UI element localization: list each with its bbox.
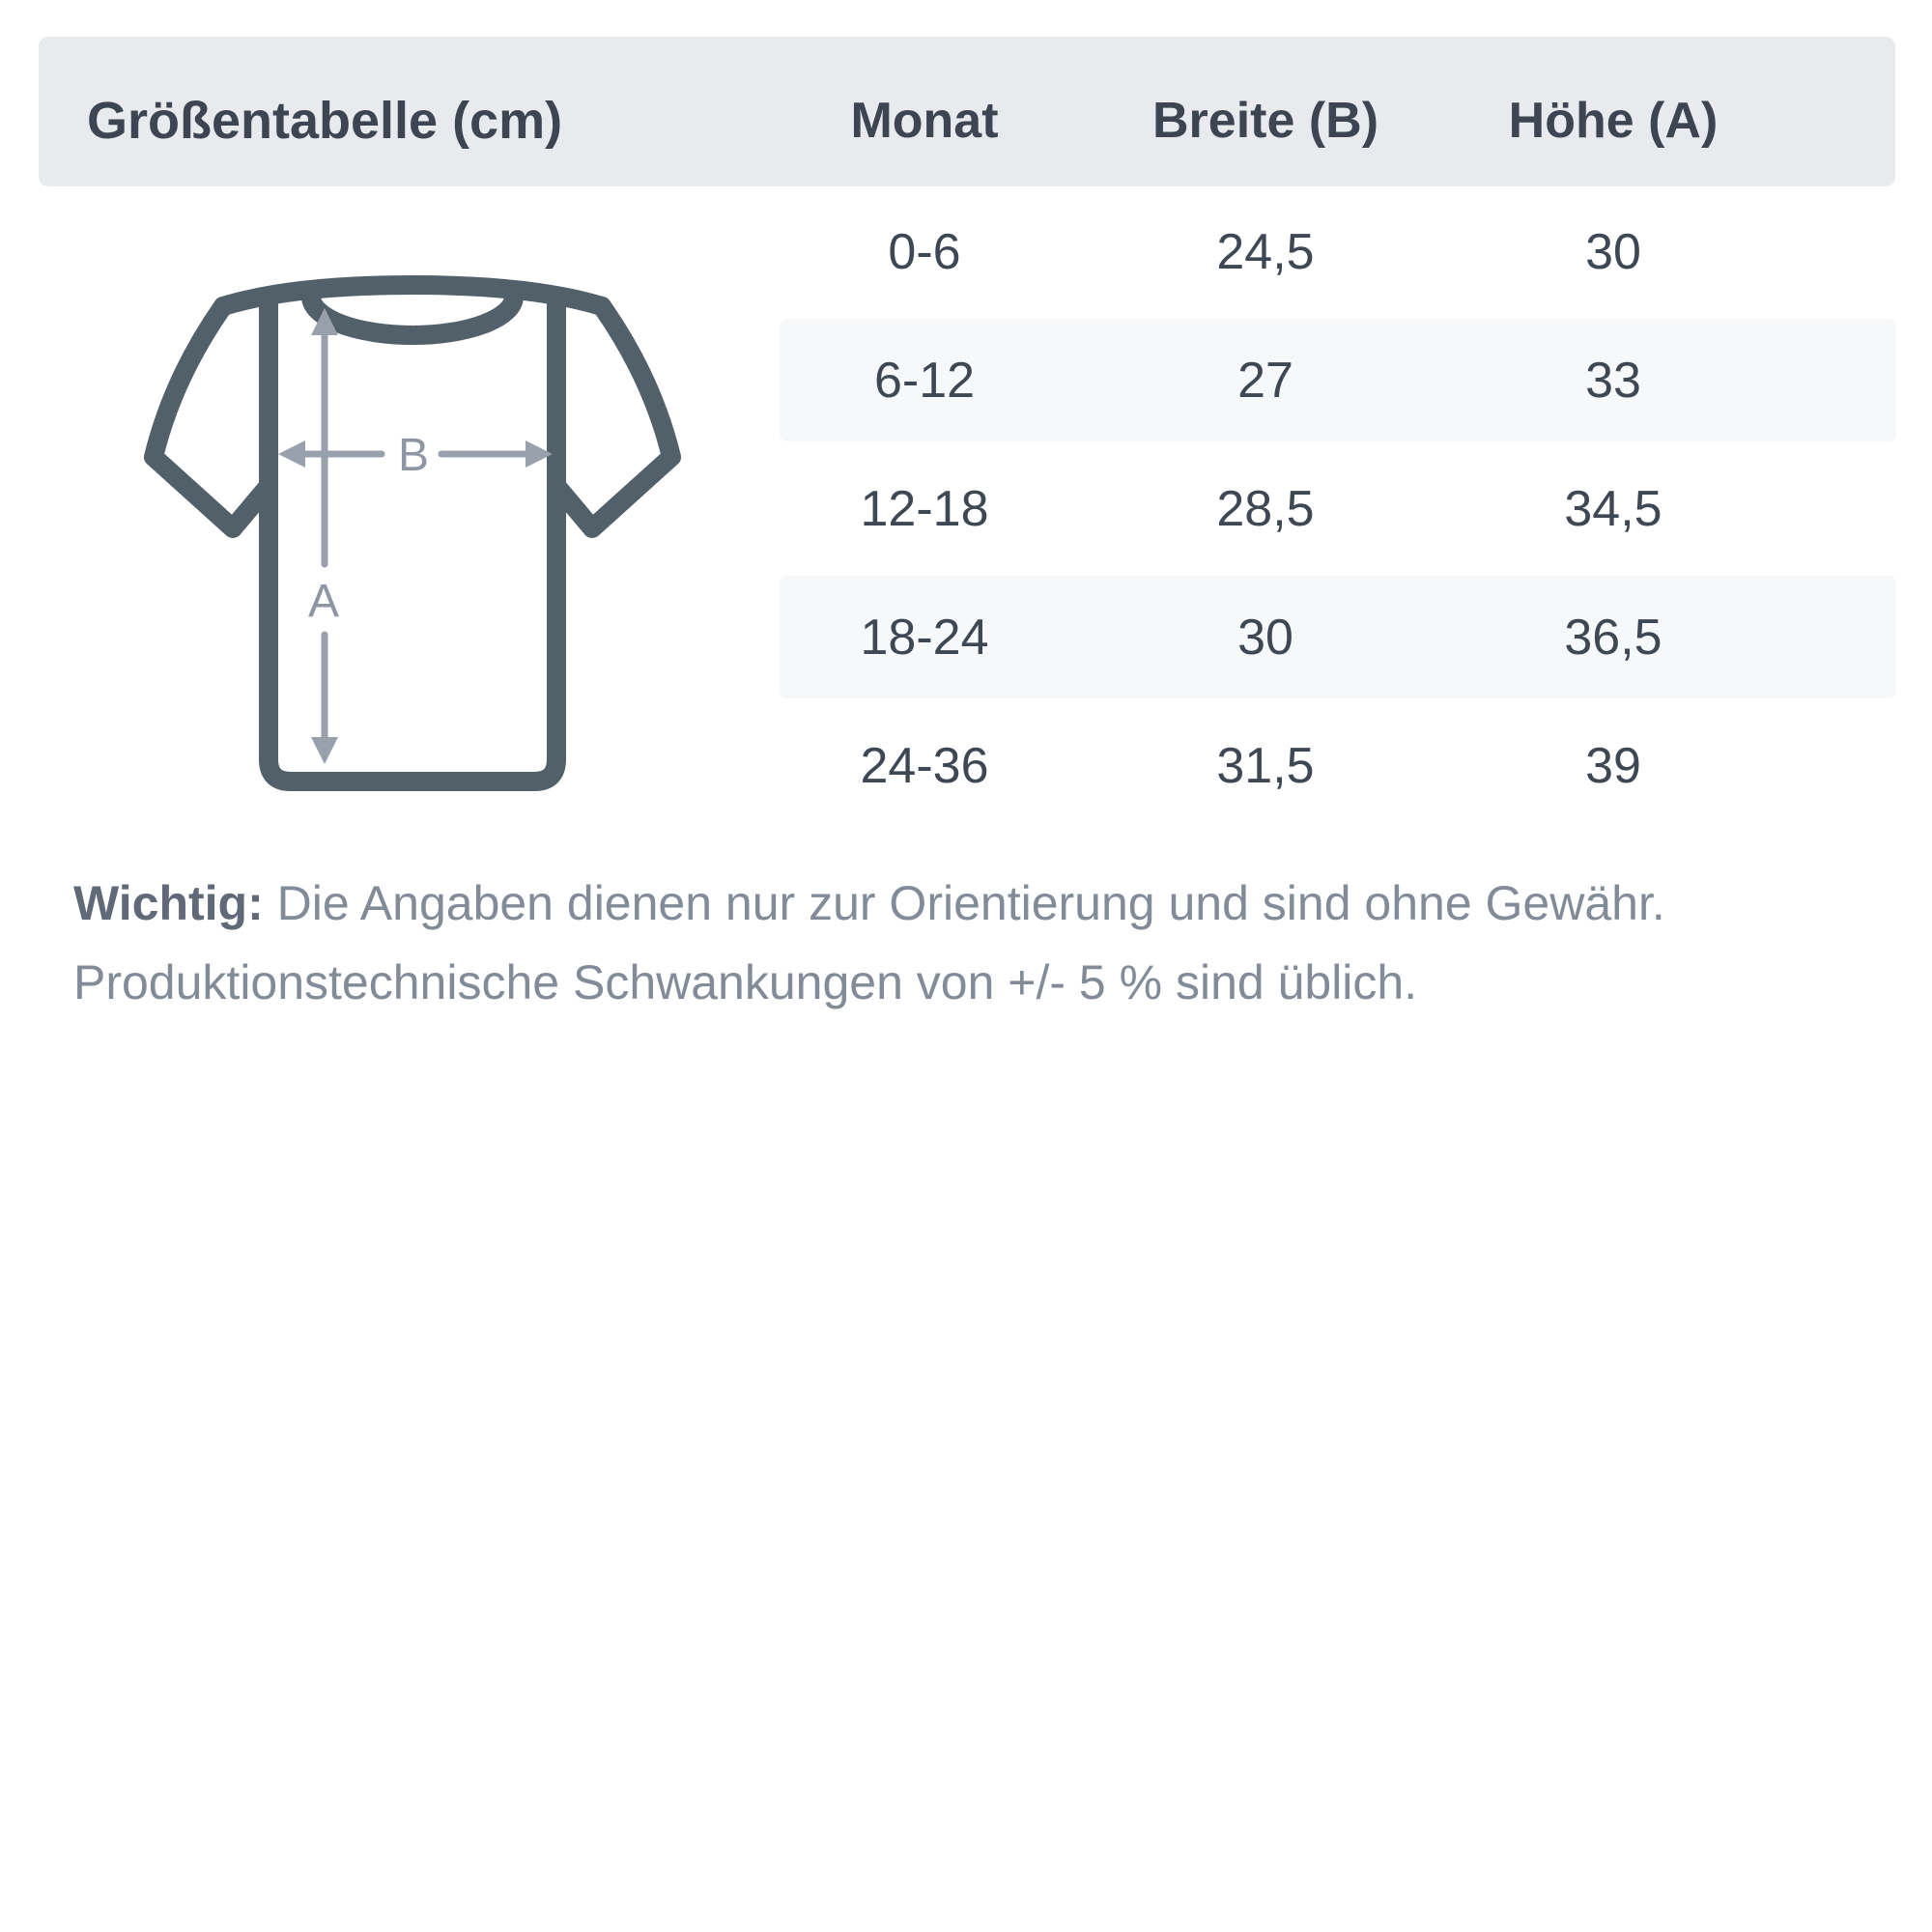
cell-monat: 12-18 [860,480,989,537]
page-title: Größentabelle (cm) [87,91,563,150]
column-header-breite: Breite (B) [1151,92,1379,149]
height-label: A [308,576,339,627]
column-header-hoehe: Höhe (A) [1508,92,1719,149]
cell-hoehe: 39 [1585,737,1641,794]
note-label: Wichtig: [73,876,264,930]
table-row: 24-36 31,5 39 [0,701,1932,830]
table-header: Größentabelle (cm) Monat Breite (B) Höhe… [39,37,1895,186]
row-highlight [780,319,1896,441]
tshirt-shoulder-line [213,275,611,316]
disclaimer-note: Wichtig: Die Angaben dienen nur zur Orie… [73,864,1889,1022]
note-line-2: Produktionstechnische Schwankungen von +… [73,943,1889,1022]
tshirt-right-sleeve [547,297,681,538]
tshirt-collar [301,287,524,345]
height-arrowheads [311,308,338,764]
cell-monat: 18-24 [860,609,989,666]
note-text-1: Die Angaben dienen nur zur Orientierung … [276,876,1665,930]
cell-hoehe: 34,5 [1564,480,1662,537]
cell-monat: 24-36 [860,737,989,794]
note-line-1: Wichtig: Die Angaben dienen nur zur Orie… [73,864,1889,943]
cell-breite: 27 [1237,352,1293,409]
column-header-monat: Monat [850,92,999,149]
cell-monat: 6-12 [873,352,976,409]
tshirt-diagram: A B [144,275,681,791]
table-row: 0-6 24,5 30 [0,187,1932,316]
note-text-2: Produktionstechnische Schwankungen von +… [73,955,1418,1009]
tshirt-torso [259,293,566,791]
cell-breite: 24,5 [1216,223,1315,280]
cell-breite: 30 [1237,609,1293,666]
row-highlight [780,576,1896,698]
cell-hoehe: 36,5 [1564,609,1662,666]
table-row: 18-24 30 36,5 [0,573,1932,701]
cell-hoehe: 33 [1585,352,1641,409]
table-row: 6-12 27 33 [0,316,1932,444]
cell-monat: 0-6 [888,223,961,280]
tshirt-left-sleeve [144,297,278,538]
cell-breite: 31,5 [1216,737,1315,794]
cell-hoehe: 30 [1585,223,1641,280]
table-row: 12-18 28,5 34,5 [0,444,1932,573]
cell-breite: 28,5 [1216,480,1315,537]
width-label: B [398,430,429,481]
width-arrowheads [278,440,553,468]
